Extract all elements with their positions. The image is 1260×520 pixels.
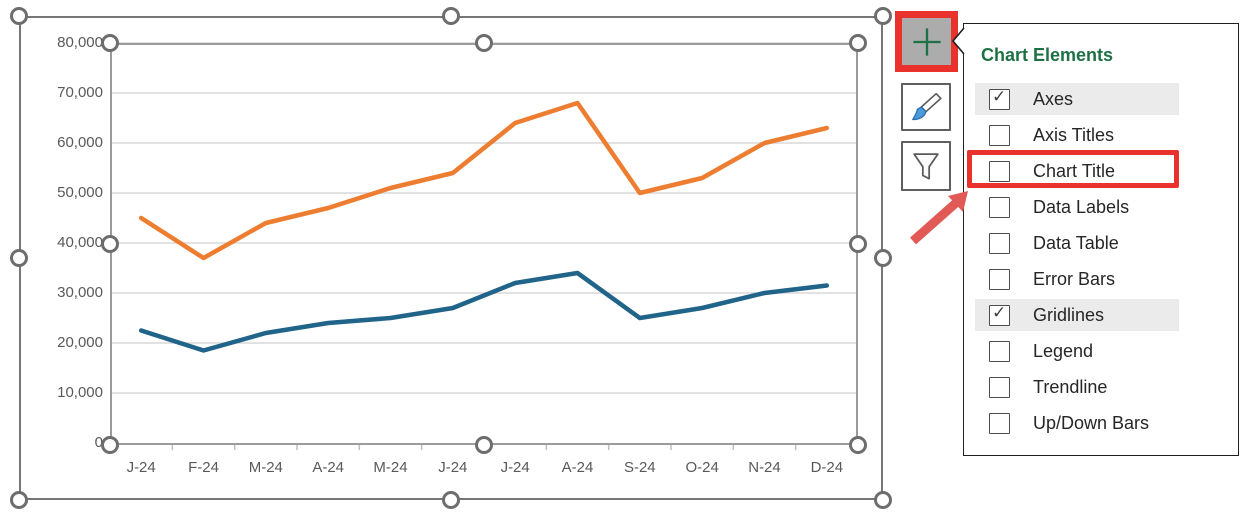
panel-item-label: Chart Title bbox=[1033, 160, 1116, 181]
panel-item-gridlines[interactable]: Gridlines bbox=[975, 299, 1179, 331]
selection-handle[interactable] bbox=[101, 34, 119, 52]
panel-item-data-table[interactable]: Data Table bbox=[975, 227, 1179, 259]
red-arrow bbox=[910, 191, 968, 245]
brush-icon bbox=[912, 92, 942, 121]
y-axis-tick-label: 30,000 bbox=[57, 284, 103, 301]
x-axis-tick-label: O-24 bbox=[685, 459, 719, 476]
panel-item-chart-title[interactable]: Chart Title bbox=[975, 155, 1179, 187]
y-axis-tick-label: 70,000 bbox=[57, 84, 103, 101]
panel-item-data-labels[interactable]: Data Labels bbox=[975, 191, 1179, 223]
panel-item-label: Axes bbox=[1033, 88, 1074, 109]
checked-checkbox[interactable] bbox=[989, 303, 1010, 326]
x-axis-tick-label: J-24 bbox=[438, 459, 468, 476]
unchecked-checkbox[interactable] bbox=[989, 376, 1010, 398]
y-axis-tick-label: 0 bbox=[94, 434, 103, 451]
panel-item-error-bars[interactable]: Error Bars bbox=[975, 263, 1179, 295]
panel-item-up-down-bars[interactable]: Up/Down Bars bbox=[975, 407, 1179, 439]
panel-item-legend[interactable]: Legend bbox=[975, 335, 1179, 367]
unchecked-checkbox[interactable] bbox=[989, 124, 1010, 146]
y-axis-tick-label: 50,000 bbox=[57, 184, 103, 201]
y-axis-tick-label: 20,000 bbox=[57, 334, 103, 351]
plot-area-selection-frame[interactable] bbox=[110, 43, 858, 445]
chart-elements-button-highlight-box bbox=[895, 11, 958, 72]
x-axis-tick-label: M-24 bbox=[373, 459, 408, 476]
plus-icon bbox=[912, 27, 941, 56]
selection-handle[interactable] bbox=[874, 7, 892, 25]
y-axis-tick-label: 80,000 bbox=[57, 34, 103, 51]
x-axis-tick-label: A-24 bbox=[312, 459, 344, 476]
selection-handle[interactable] bbox=[874, 249, 892, 267]
panel-item-label: Up/Down Bars bbox=[1033, 412, 1150, 433]
selection-handle[interactable] bbox=[101, 235, 119, 253]
funnel-icon bbox=[913, 153, 939, 180]
unchecked-checkbox[interactable] bbox=[989, 196, 1010, 218]
panel-item-axis-titles[interactable]: Axis Titles bbox=[975, 119, 1179, 151]
x-axis-tick-label: J-24 bbox=[500, 459, 530, 476]
x-axis-tick-label: S-24 bbox=[623, 459, 656, 476]
selection-handle[interactable] bbox=[849, 34, 867, 52]
checked-checkbox[interactable] bbox=[989, 87, 1010, 110]
unchecked-checkbox[interactable] bbox=[989, 160, 1010, 182]
unchecked-checkbox[interactable] bbox=[989, 412, 1010, 434]
selection-handle[interactable] bbox=[442, 491, 460, 509]
selection-handle[interactable] bbox=[101, 436, 119, 454]
selection-handle[interactable] bbox=[475, 436, 493, 454]
selection-handle[interactable] bbox=[10, 249, 28, 267]
selection-handle[interactable] bbox=[849, 235, 867, 253]
panel-item-label: Trendline bbox=[1033, 376, 1108, 397]
chart-filters-button[interactable] bbox=[901, 141, 951, 191]
chart-styles-button[interactable] bbox=[901, 83, 951, 131]
selection-handle[interactable] bbox=[10, 7, 28, 25]
panel-item-label: Legend bbox=[1033, 340, 1094, 361]
selection-handle[interactable] bbox=[874, 491, 892, 509]
panel-item-trendline[interactable]: Trendline bbox=[975, 371, 1179, 403]
panel-title: Chart Elements bbox=[981, 45, 1114, 65]
x-axis-tick-label: D-24 bbox=[810, 459, 844, 476]
chart-title-highlight-box bbox=[967, 150, 1179, 188]
y-axis-tick-label: 60,000 bbox=[57, 134, 103, 151]
selection-handle[interactable] bbox=[442, 7, 460, 25]
x-axis-tick-label: J-24 bbox=[126, 459, 156, 476]
unchecked-checkbox[interactable] bbox=[989, 232, 1010, 254]
unchecked-checkbox[interactable] bbox=[989, 340, 1010, 362]
chart-elements-plus-button[interactable] bbox=[902, 18, 951, 65]
panel-item-label: Data Table bbox=[1033, 232, 1119, 253]
x-axis-tick-label: N-24 bbox=[748, 459, 781, 476]
y-axis-tick-label: 40,000 bbox=[57, 234, 103, 251]
x-axis-tick-label: F-24 bbox=[188, 459, 219, 476]
y-axis-tick-label: 10,000 bbox=[57, 384, 103, 401]
panel-item-label: Data Labels bbox=[1033, 196, 1130, 217]
selection-handle[interactable] bbox=[849, 436, 867, 454]
selection-handle[interactable] bbox=[10, 491, 28, 509]
x-axis-tick-label: A-24 bbox=[561, 459, 594, 476]
unchecked-checkbox[interactable] bbox=[989, 268, 1010, 290]
panel-item-axes[interactable]: Axes bbox=[975, 83, 1179, 115]
selection-handle[interactable] bbox=[475, 34, 493, 52]
panel-item-label: Gridlines bbox=[1033, 304, 1105, 325]
x-axis-tick-label: M-24 bbox=[248, 459, 283, 476]
chart-elements-panel: Chart Elements Axes Axis Titles Chart Titl… bbox=[963, 23, 1239, 456]
panel-item-label: Error Bars bbox=[1033, 268, 1116, 289]
panel-item-label: Axis Titles bbox=[1033, 124, 1115, 145]
